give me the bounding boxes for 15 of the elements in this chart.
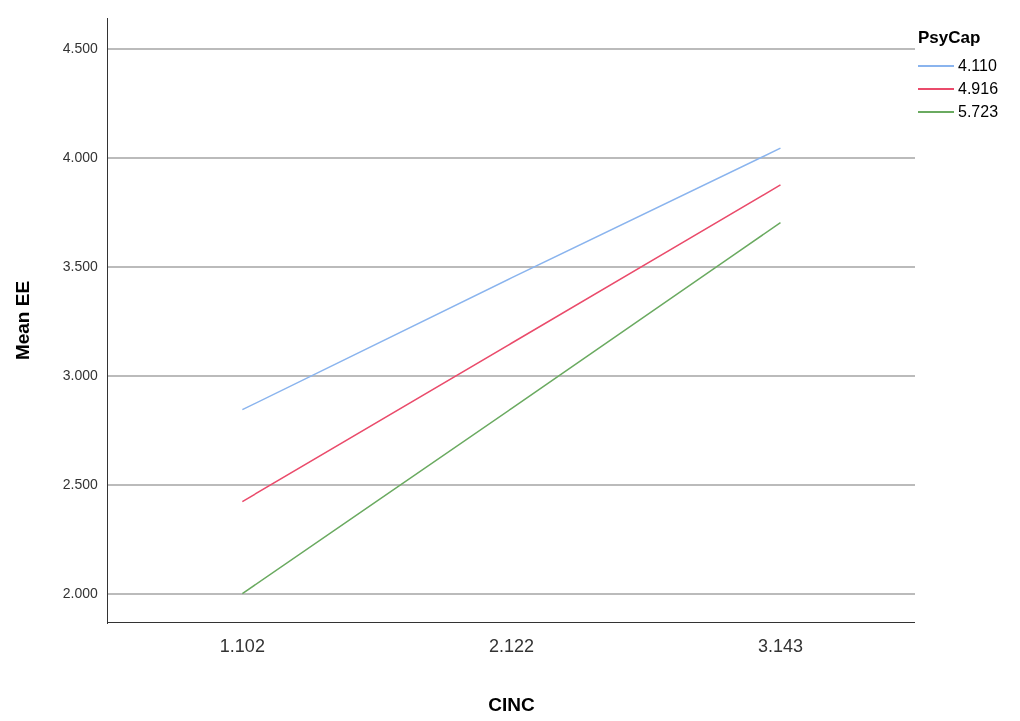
y-tick-label: 2.500 [62,475,99,492]
legend-label: 5.723 [958,102,999,121]
x-axis-title: CINC [488,693,535,715]
y-tick-label: 3.500 [62,257,99,274]
legend-title: PsyCap [918,28,982,48]
x-tick-label: 3.143 [757,636,803,657]
legend-label: 4.916 [958,79,999,98]
y-axis-title: Mean EE [11,280,33,361]
y-tick-label: 4.000 [62,149,99,166]
y-tick-label: 4.500 [62,40,99,57]
x-tick-label: 1.102 [219,636,265,657]
y-tick-label: 2.000 [62,584,99,601]
y-tick-label: 3.000 [62,366,99,383]
x-tick-label: 2.122 [488,636,534,657]
legend-label: 4.110 [958,56,997,75]
